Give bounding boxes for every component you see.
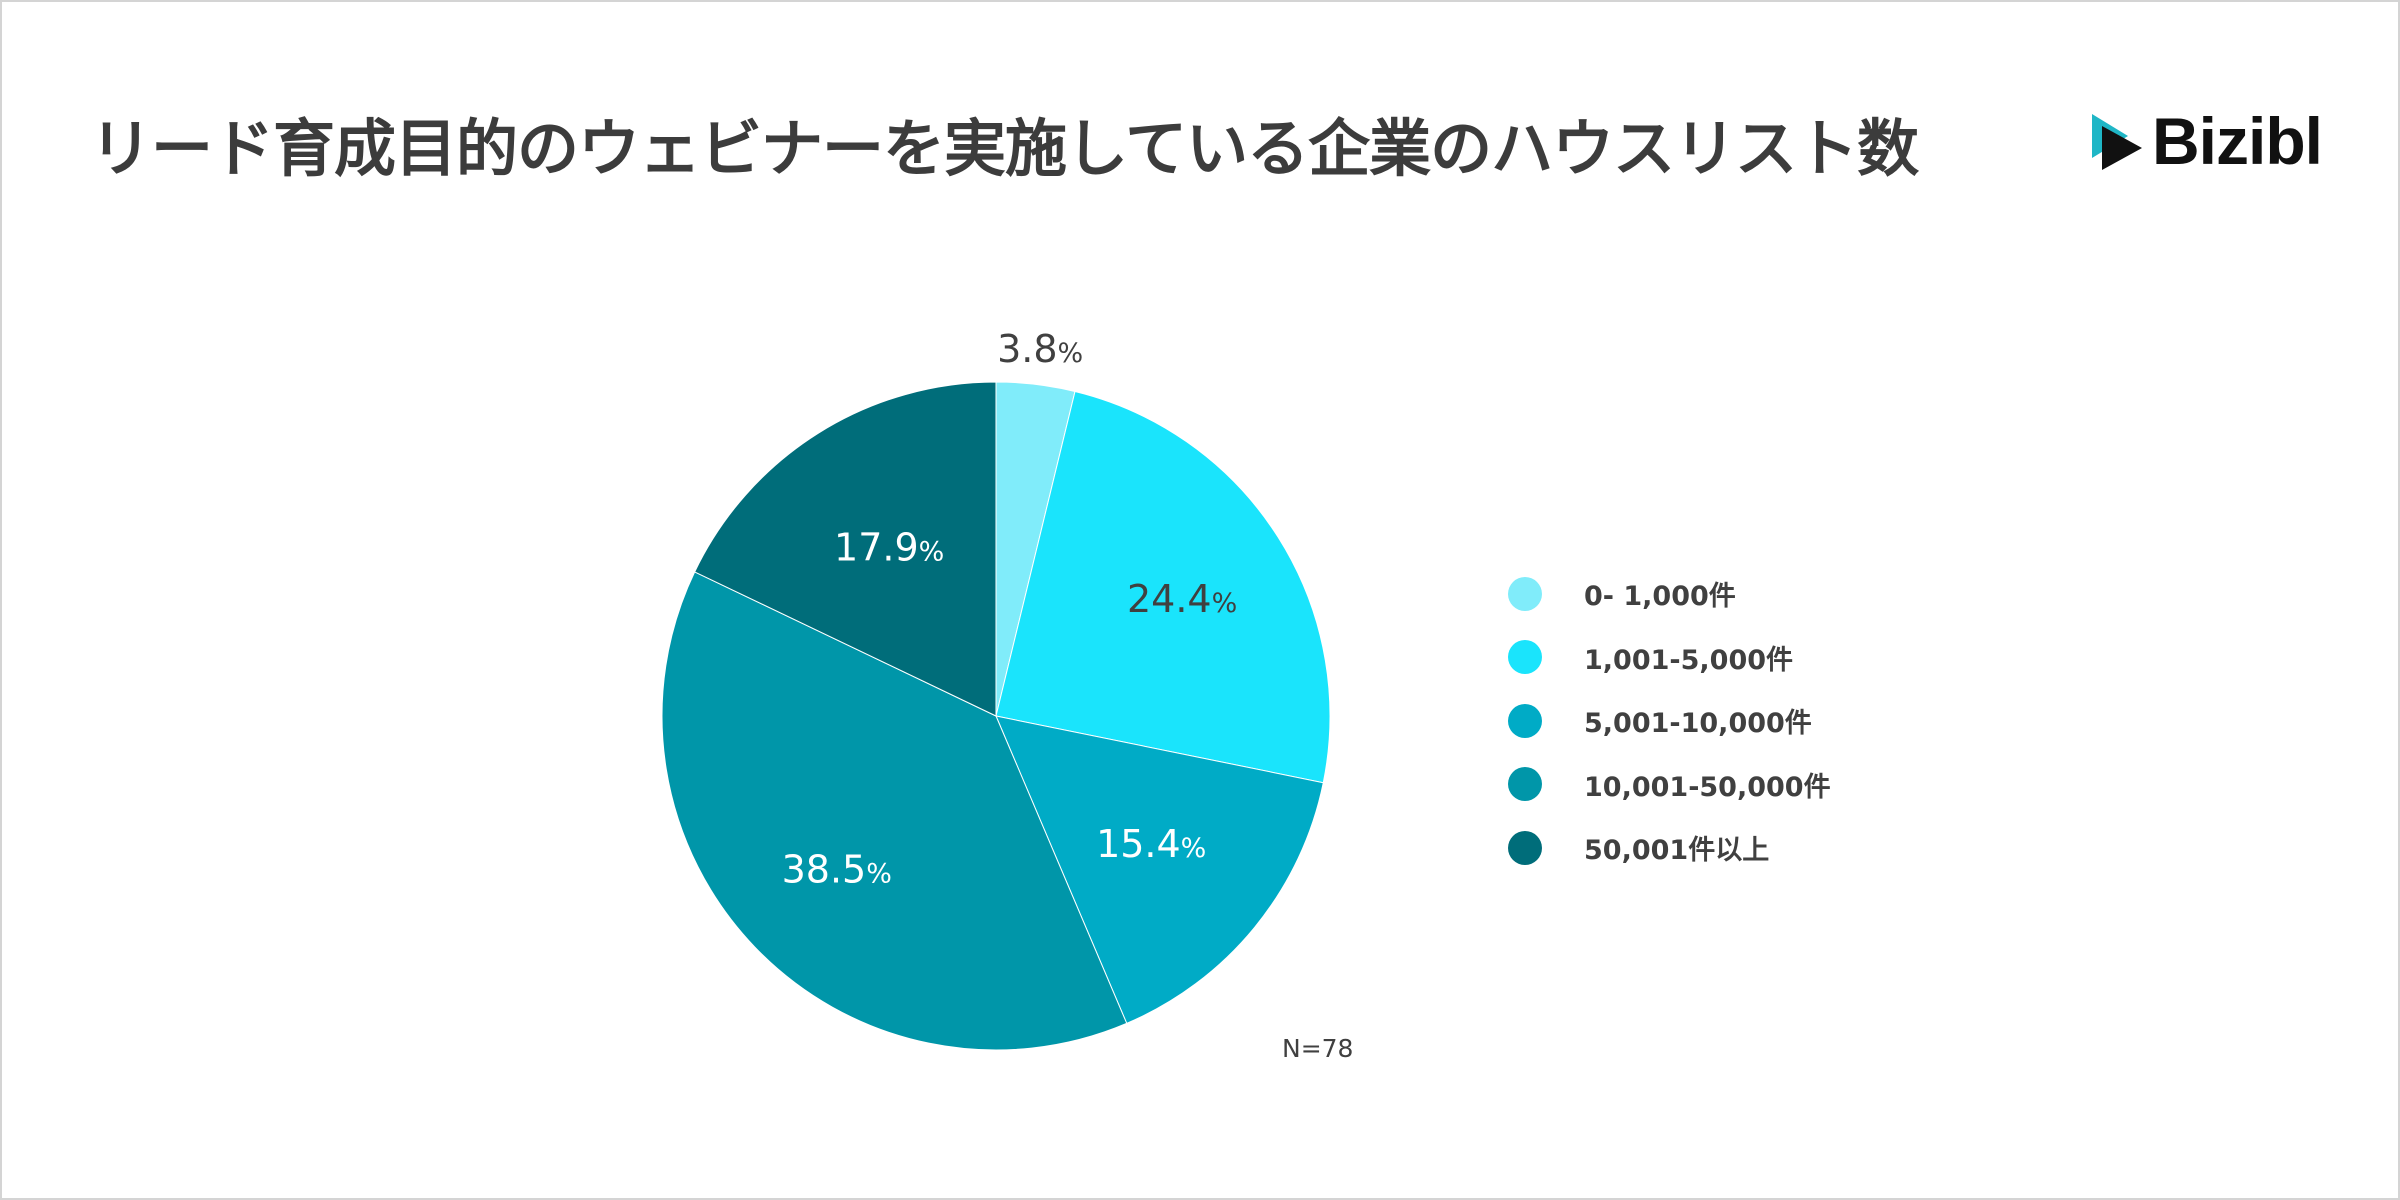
- legend-label: 5,001-10,000件: [1584, 708, 1812, 740]
- legend-swatch: [1508, 830, 1542, 865]
- slice-label-4: 38.5%: [782, 847, 892, 891]
- legend-label: 10,001-50,000件: [1584, 771, 1831, 803]
- bizibl-logo: Bizibl: [2088, 106, 2328, 176]
- slice-label-1: 3.8%: [997, 327, 1083, 371]
- logo-text: Bizibl: [2152, 104, 2323, 178]
- chart-title: リード育成目的のウェビナーを実施している企業のハウスリスト数: [90, 112, 1919, 185]
- legend-item: 1,001-5,000件: [1508, 626, 1831, 690]
- legend-swatch: [1508, 576, 1542, 611]
- legend-item: 5,001-10,000件: [1508, 689, 1831, 753]
- slice-label-5: 17.9%: [834, 525, 944, 569]
- pie-slice-5: [694, 381, 997, 717]
- slice-label-3: 15.4%: [1096, 822, 1206, 866]
- legend-swatch: [1508, 640, 1542, 675]
- slice-label-2: 24.4%: [1127, 577, 1237, 621]
- bizibl-logo-icon: [2092, 114, 2142, 170]
- legend-item: 0- 1,000件: [1508, 562, 1831, 626]
- legend-label: 50,001件以上: [1584, 835, 1770, 867]
- legend-item: 50,001件以上: [1508, 816, 1831, 880]
- legend-swatch: [1508, 767, 1542, 802]
- sample-size-note: N=78: [1282, 1034, 1354, 1063]
- legend-label: 0- 1,000件: [1584, 581, 1736, 613]
- legend-item: 10,001-50,000件: [1508, 753, 1831, 817]
- legend-swatch: [1508, 703, 1542, 738]
- chart-legend: 0- 1,000件 1,001-5,000件 5,001-10,000件 10,001…: [1508, 562, 1831, 880]
- legend-label: 1,001-5,000件: [1584, 644, 1794, 676]
- pie-slice-3: [995, 715, 1324, 1025]
- pie-slice-4: [661, 571, 1128, 1051]
- pie-slice-2: [995, 390, 1331, 784]
